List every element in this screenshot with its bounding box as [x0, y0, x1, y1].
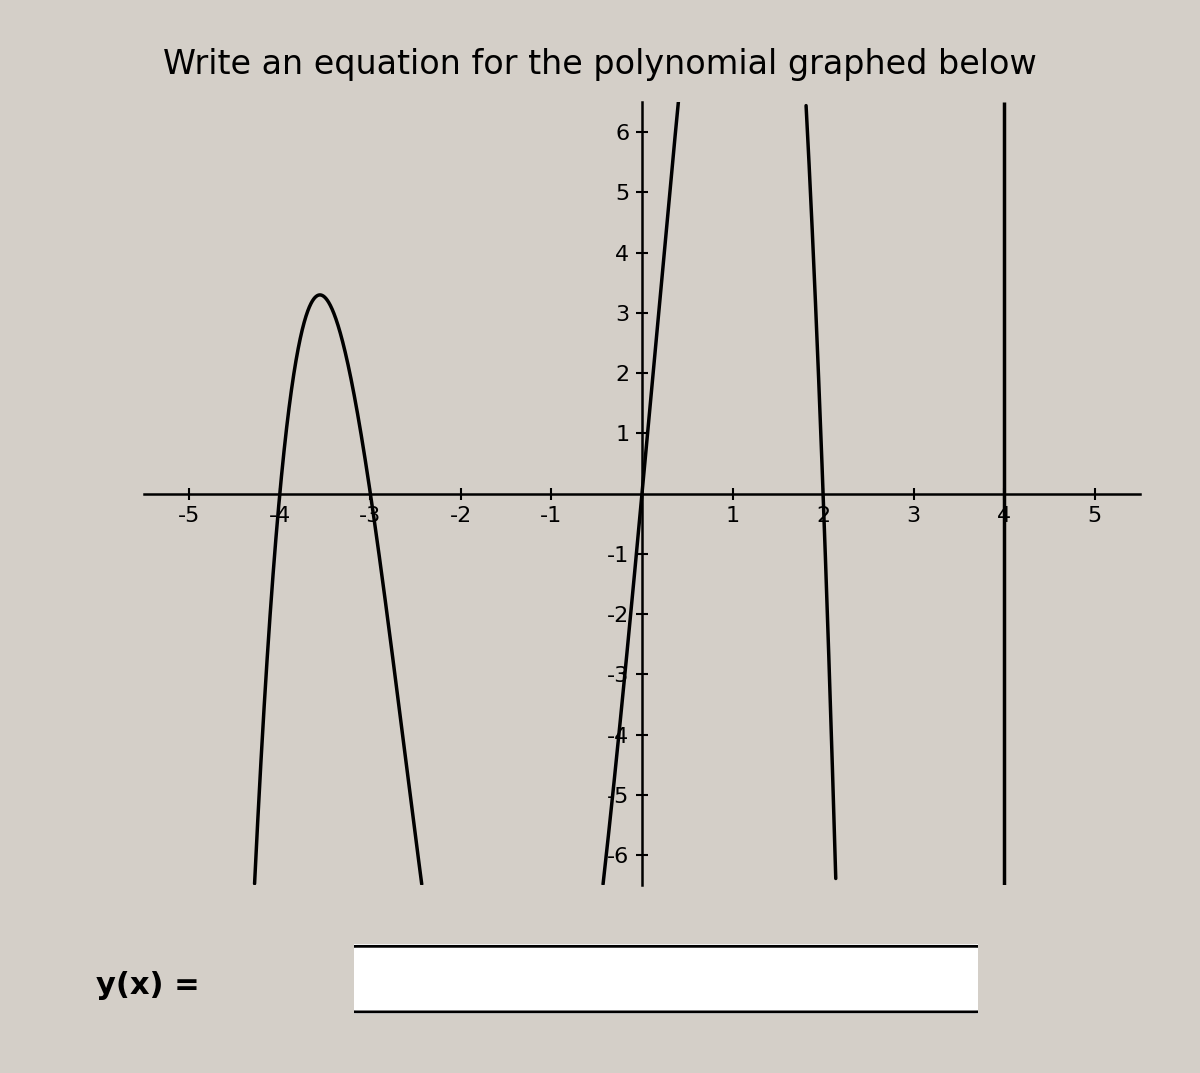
FancyBboxPatch shape — [344, 946, 988, 1012]
Text: y(x) =: y(x) = — [96, 970, 199, 1000]
Text: Write an equation for the polynomial graphed below: Write an equation for the polynomial gra… — [163, 48, 1037, 82]
